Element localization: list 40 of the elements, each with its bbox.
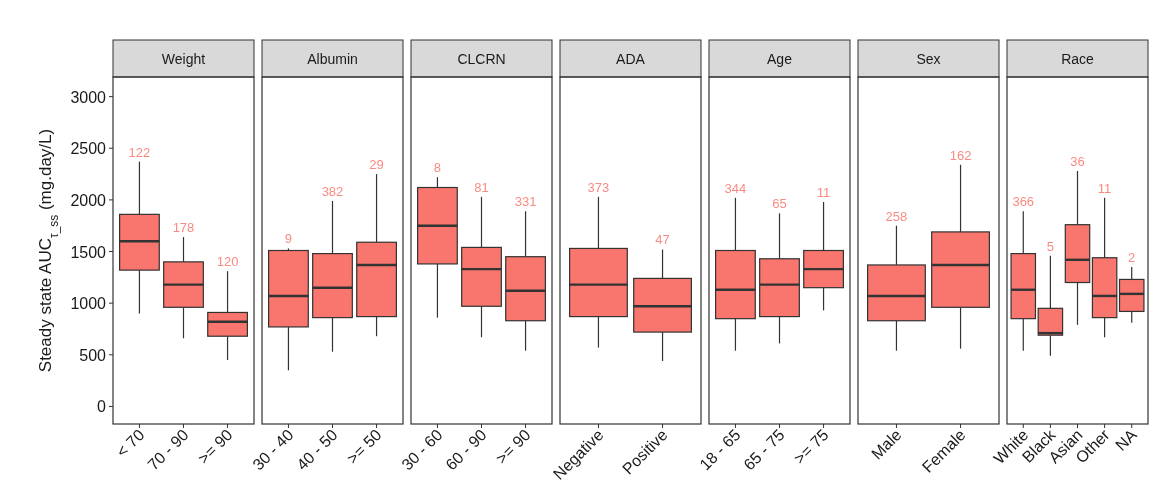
annotation: 162 (949, 147, 972, 163)
chart-title: ADA (616, 50, 646, 67)
chart-title: Weight (161, 50, 206, 67)
annotation: 122 (128, 144, 151, 160)
y-tick-label: 2500 (70, 140, 107, 158)
chart-title: Sex (916, 50, 941, 67)
chart-title: Race (1061, 50, 1095, 67)
x-tick-label: >= 50 (343, 426, 385, 468)
annotation: 11 (816, 184, 831, 200)
y-tick-label: 500 (79, 346, 107, 364)
y-tick-label: 0 (97, 398, 107, 416)
annotation: 29 (369, 157, 384, 173)
annotation: 36 (1070, 153, 1085, 169)
y-tick-label: 1000 (70, 295, 107, 313)
annotation: 11 (1097, 180, 1112, 196)
chart-title: Albumin (307, 50, 358, 67)
y-tick-label: 1500 (70, 243, 107, 261)
chart-title: CLCRN (457, 50, 506, 67)
y-tick-label: 2000 (70, 191, 107, 209)
annotation: 9 (284, 231, 293, 247)
annotation: 382 (321, 183, 344, 199)
x-tick-label: >= 90 (194, 426, 236, 468)
annotation: 120 (216, 254, 239, 270)
annotation: 366 (1012, 194, 1035, 210)
annotation: 331 (514, 194, 537, 210)
y-tick-label: 3000 (70, 88, 107, 106)
annotation: 178 (172, 220, 195, 236)
annotation: 5 (1046, 238, 1054, 254)
annotation: 2 (1128, 250, 1136, 266)
x-tick-label: NA (1112, 425, 1141, 454)
annotation: 47 (655, 232, 670, 248)
annotation: 373 (587, 179, 610, 195)
annotation: 81 (474, 179, 489, 195)
annotation: 65 (772, 196, 787, 212)
chart-title: Age (767, 50, 793, 67)
annotation: 258 (885, 208, 908, 224)
annotation: 8 (433, 160, 442, 176)
x-tick-label: >= 90 (492, 426, 534, 468)
annotation: 344 (724, 180, 747, 196)
x-tick-label: >= 75 (790, 426, 832, 468)
